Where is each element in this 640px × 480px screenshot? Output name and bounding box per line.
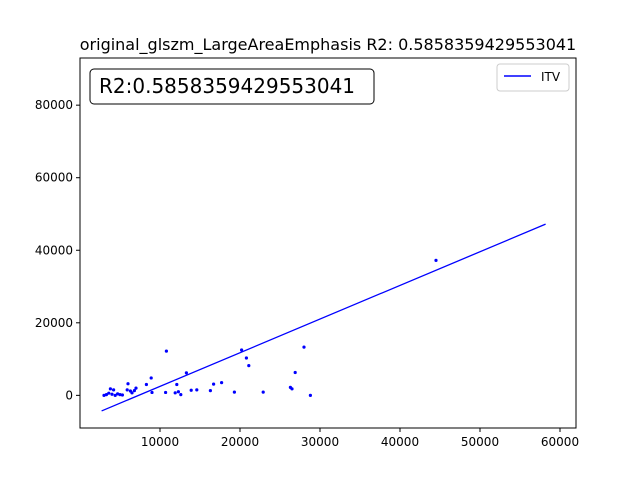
x-tick-label: 50000 [461, 435, 499, 449]
axes-frame [79, 57, 577, 429]
data-point [244, 356, 248, 360]
r2-annotation: R2:0.5858359429553041 [89, 68, 375, 105]
data-point [220, 381, 224, 385]
data-point [179, 393, 183, 397]
data-point [164, 349, 168, 353]
data-point [113, 393, 117, 397]
data-point [104, 393, 108, 397]
data-point [112, 388, 116, 392]
x-tick-label: 30000 [301, 435, 339, 449]
data-point [212, 382, 216, 386]
data-point [176, 390, 180, 394]
data-point [130, 391, 134, 395]
data-point [108, 387, 112, 391]
data-point [120, 393, 124, 397]
data-point [126, 382, 130, 386]
legend-label-itv: ITV [541, 70, 561, 84]
data-point [240, 348, 244, 352]
data-point [208, 389, 212, 393]
chart-title: original_glszm_LargeAreaEmphasis R2: 0.5… [80, 35, 576, 55]
x-tick-label: 10000 [141, 435, 179, 449]
data-point [164, 390, 168, 395]
data-point [302, 345, 306, 349]
data-point [184, 371, 188, 375]
data-point [102, 393, 106, 397]
x-tick-label: 40000 [381, 435, 419, 449]
legend-box [496, 63, 570, 92]
y-tick-label: 40000 [35, 243, 73, 257]
data-point [110, 392, 114, 396]
data-point [195, 388, 199, 392]
legend: ITV [496, 63, 570, 92]
data-point [118, 393, 122, 397]
y-tick-label: 20000 [35, 316, 73, 330]
data-point [308, 393, 312, 397]
data-point [189, 388, 193, 392]
data-point [132, 389, 136, 393]
plot-area [101, 223, 546, 412]
data-point [290, 387, 294, 391]
data-point [293, 370, 297, 375]
data-point [232, 390, 236, 394]
data-point [116, 392, 120, 396]
data-point [125, 388, 129, 392]
data-point [247, 364, 251, 368]
y-tick-label: 60000 [35, 171, 73, 185]
x-tick-label: 20000 [221, 435, 259, 449]
data-point [107, 391, 111, 395]
data-point [173, 391, 177, 395]
y-axis: 0 20000 40000 60000 80000 [35, 98, 80, 402]
y-tick-label: 0 [65, 388, 73, 402]
fit-line [101, 223, 546, 412]
x-axis: 10000 20000 30000 40000 50000 60000 [141, 428, 579, 449]
data-point [175, 382, 179, 387]
data-point [149, 376, 153, 380]
annotation-box [89, 68, 375, 105]
data-point [134, 386, 138, 390]
data-point [150, 390, 154, 395]
data-point [261, 390, 265, 394]
annotation-text: R2:0.5858359429553041 [99, 74, 355, 98]
data-point [434, 258, 438, 263]
x-tick-label: 60000 [541, 435, 579, 449]
y-tick-label: 80000 [35, 98, 73, 112]
data-point [144, 382, 148, 387]
